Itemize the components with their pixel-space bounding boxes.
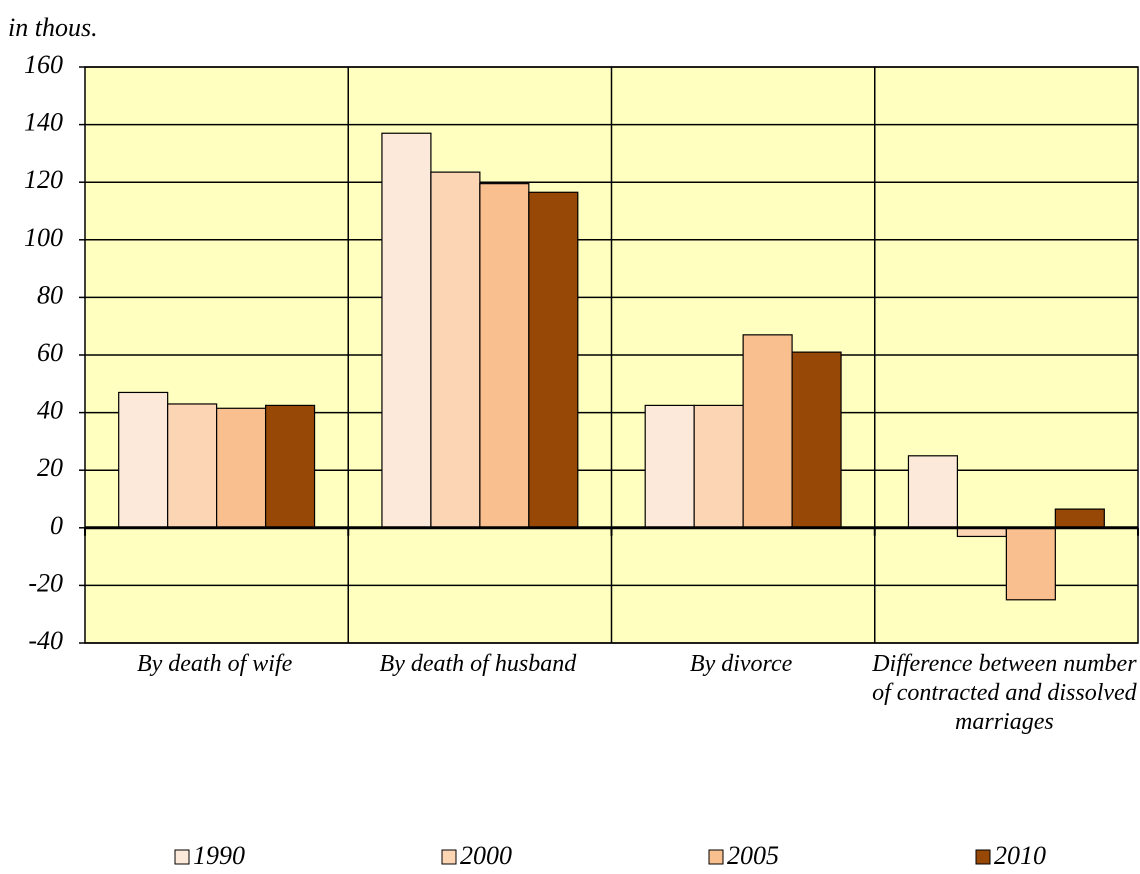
bar [118, 391, 169, 529]
bar [216, 407, 267, 529]
y-tick-label: 60 [37, 338, 63, 367]
legend-label: 2010 [994, 841, 1046, 870]
bar [479, 183, 530, 529]
x-tick-label: By death of wife [136, 651, 293, 677]
y-tick-label: 0 [50, 511, 63, 540]
y-tick-label: 120 [24, 165, 63, 194]
y-tick-label: 100 [24, 223, 63, 252]
y-tick-label: -20 [28, 568, 63, 597]
y-tick-label: 40 [37, 396, 63, 425]
bar [430, 171, 481, 529]
legend-label: 2000 [460, 841, 512, 870]
legend-swatch [441, 849, 457, 865]
bar [742, 334, 793, 529]
bar [528, 191, 579, 529]
legend-label: 2005 [727, 841, 779, 870]
y-tick-label: 160 [24, 50, 63, 79]
bar [693, 404, 744, 529]
y-tick-label: 20 [37, 453, 63, 482]
bar [381, 132, 432, 529]
y-tick-label: 140 [24, 108, 63, 137]
bar [1054, 508, 1105, 529]
x-tick-label-box: By divorce [689, 651, 793, 677]
legend-label: 1990 [193, 841, 245, 870]
x-tick-label-box: By death of wife [136, 651, 293, 677]
bar [167, 403, 218, 529]
legend-swatch [174, 849, 190, 865]
x-tick-label: By death of husband [379, 651, 577, 677]
bar [264, 404, 316, 529]
bar [644, 404, 695, 529]
x-tick-label: Difference between number of contracted … [872, 651, 1137, 735]
x-tick-label: By divorce [689, 651, 793, 677]
legend-swatch [975, 849, 991, 865]
x-tick-label-box: Difference between number of contracted … [872, 651, 1137, 735]
y-tick-label: -40 [28, 626, 63, 655]
x-tick-label-box: By death of husband [379, 651, 577, 677]
legend-swatch [708, 849, 724, 865]
bar [907, 455, 959, 529]
y-tick-label: 80 [37, 280, 63, 309]
bar [1005, 527, 1056, 601]
bar [791, 351, 842, 529]
unit-label: in thous. [8, 13, 98, 42]
